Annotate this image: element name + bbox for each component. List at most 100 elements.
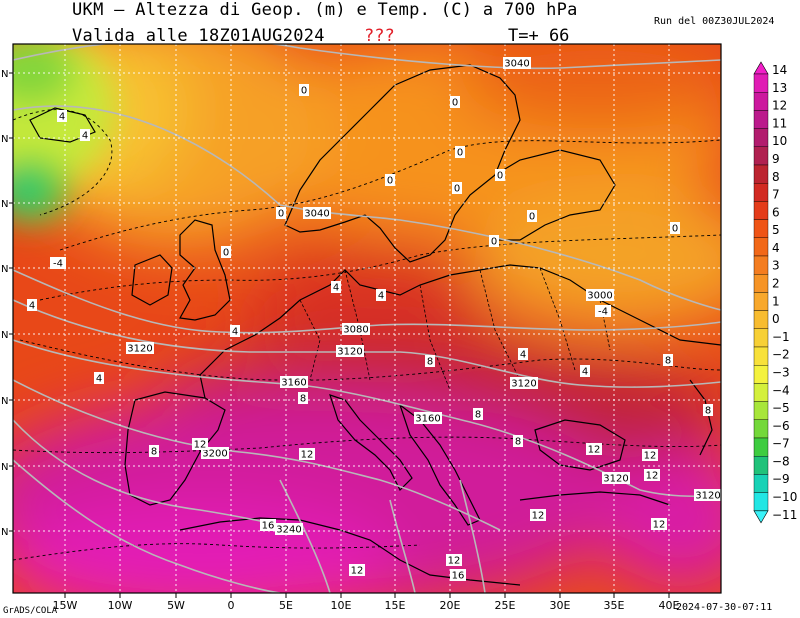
colorbar-top-arrow — [753, 61, 769, 75]
colorbar-swatch — [753, 274, 769, 293]
svg-text:8: 8 — [665, 356, 671, 367]
colorbar-swatch — [753, 437, 769, 457]
colorbar-label: 10 — [772, 134, 787, 148]
svg-text:3120: 3120 — [603, 474, 628, 485]
software-credit: GrADS/COLA — [3, 606, 58, 616]
colorbar-swatch — [753, 310, 769, 330]
svg-text:3000: 3000 — [587, 291, 612, 302]
lat-tick-label: N — [1, 134, 8, 145]
temperature-label: 12 — [446, 554, 462, 567]
temperature-label: 12 — [530, 509, 546, 522]
svg-text:4: 4 — [582, 367, 588, 378]
geopotential-contours — [13, 44, 721, 593]
temperature-label: 0 — [455, 146, 465, 159]
svg-text:4: 4 — [59, 112, 65, 123]
geopotential-label: 3160 — [280, 376, 308, 389]
svg-text:4: 4 — [520, 350, 526, 361]
svg-text:3120: 3120 — [511, 379, 536, 390]
svg-text:4: 4 — [333, 283, 339, 294]
temperature-label: 12 — [586, 443, 602, 456]
colorbar-label: −3 — [772, 365, 790, 379]
colorbar-label: −8 — [772, 454, 790, 468]
temperature-label: 8 — [149, 445, 159, 458]
svg-text:12: 12 — [301, 450, 314, 461]
temperature-label: 8 — [473, 408, 483, 421]
temperature-label: 8 — [298, 392, 308, 405]
render-timestamp: 2024-07-30-07:11 — [676, 602, 773, 613]
temperature-label: 0 — [221, 246, 231, 259]
lon-tick-label: 5W — [167, 599, 185, 612]
geopotential-label: 3240 — [275, 523, 303, 536]
svg-text:8: 8 — [427, 357, 433, 368]
temperature-label: -4 — [595, 305, 611, 318]
colorbar-label: −6 — [772, 419, 790, 433]
temperature-label: 4 — [80, 129, 90, 142]
colorbar-swatch — [753, 219, 769, 239]
geopotential-label: 3120 — [694, 489, 721, 502]
lat-lon-grid — [13, 44, 721, 593]
colorbar-swatch — [753, 346, 769, 366]
lon-tick-label: 25E — [495, 599, 516, 612]
colorbar-swatch — [753, 146, 769, 166]
svg-text:0: 0 — [452, 98, 458, 109]
svg-text:8: 8 — [300, 394, 306, 405]
colorbar-swatch — [753, 128, 769, 148]
temperature-label: 8 — [425, 355, 435, 368]
svg-text:3040: 3040 — [504, 59, 529, 70]
colorbar-label: −2 — [772, 348, 790, 362]
run-info: Run del 00Z30JUL2024 — [654, 16, 775, 27]
svg-text:4: 4 — [378, 291, 384, 302]
colorbar-label: −1 — [772, 330, 790, 344]
colorbar-label: 2 — [772, 277, 780, 291]
colorbar-label: −9 — [772, 472, 790, 486]
svg-text:3040: 3040 — [304, 209, 329, 220]
svg-text:8: 8 — [705, 406, 711, 417]
lon-tick-label: 0 — [228, 599, 235, 612]
temperature-label: 0 — [495, 169, 505, 182]
colorbar-swatch — [753, 182, 769, 202]
colorbar-swatch — [753, 474, 769, 493]
colorbar-swatch — [753, 401, 769, 421]
geopotential-label: 3000 — [586, 289, 614, 302]
svg-text:12: 12 — [351, 566, 364, 577]
colorbar-label: 13 — [772, 81, 787, 95]
svg-text:12: 12 — [653, 520, 666, 531]
temperature-label: 12 — [644, 469, 660, 482]
temperature-label: 4 — [94, 372, 104, 385]
svg-text:12: 12 — [532, 511, 545, 522]
temperature-label: 8 — [663, 354, 673, 367]
svg-text:3240: 3240 — [276, 525, 301, 536]
geopotential-label: 3040 — [503, 57, 531, 70]
lon-tick-label: 10E — [331, 599, 352, 612]
valid-time: Valida alle 18Z01AUG2024 — [72, 26, 325, 46]
lat-tick-label: N — [1, 396, 8, 407]
svg-text:0: 0 — [529, 212, 535, 223]
svg-text:3200: 3200 — [202, 449, 227, 460]
lon-tick-label: 15W — [53, 599, 78, 612]
geopotential-label: 3120 — [510, 377, 538, 390]
svg-text:4: 4 — [96, 374, 102, 385]
temperature-label: 16 — [450, 569, 466, 582]
svg-text:0: 0 — [301, 86, 307, 97]
colorbar-label: −11 — [772, 508, 797, 522]
temperature-label: 0 — [489, 235, 499, 248]
colorbar-label: −10 — [772, 490, 797, 504]
colorbar-swatch — [753, 492, 769, 512]
temperature-label: 0 — [299, 84, 309, 97]
geopotential-label: 3040 — [303, 207, 331, 220]
svg-text:0: 0 — [491, 237, 497, 248]
svg-text:4: 4 — [82, 131, 88, 142]
temperature-label: 0 — [385, 174, 395, 187]
temperature-label: 0 — [450, 96, 460, 109]
svg-text:0: 0 — [278, 209, 284, 220]
geopotential-label: 3160 — [414, 412, 442, 425]
longitude-axis: 15W 10W 5W 0 5E 10E 15E 20E 25E 30E 35E 40E — [53, 593, 680, 612]
colorbar-swatch — [753, 419, 769, 439]
colorbar-swatch — [753, 110, 769, 129]
lon-tick-label: 35E — [604, 599, 625, 612]
colorbar-bottom-arrow — [753, 510, 769, 524]
colorbar-swatch — [753, 73, 769, 93]
temperature-label: 4 — [57, 110, 67, 123]
svg-text:3080: 3080 — [343, 325, 368, 336]
